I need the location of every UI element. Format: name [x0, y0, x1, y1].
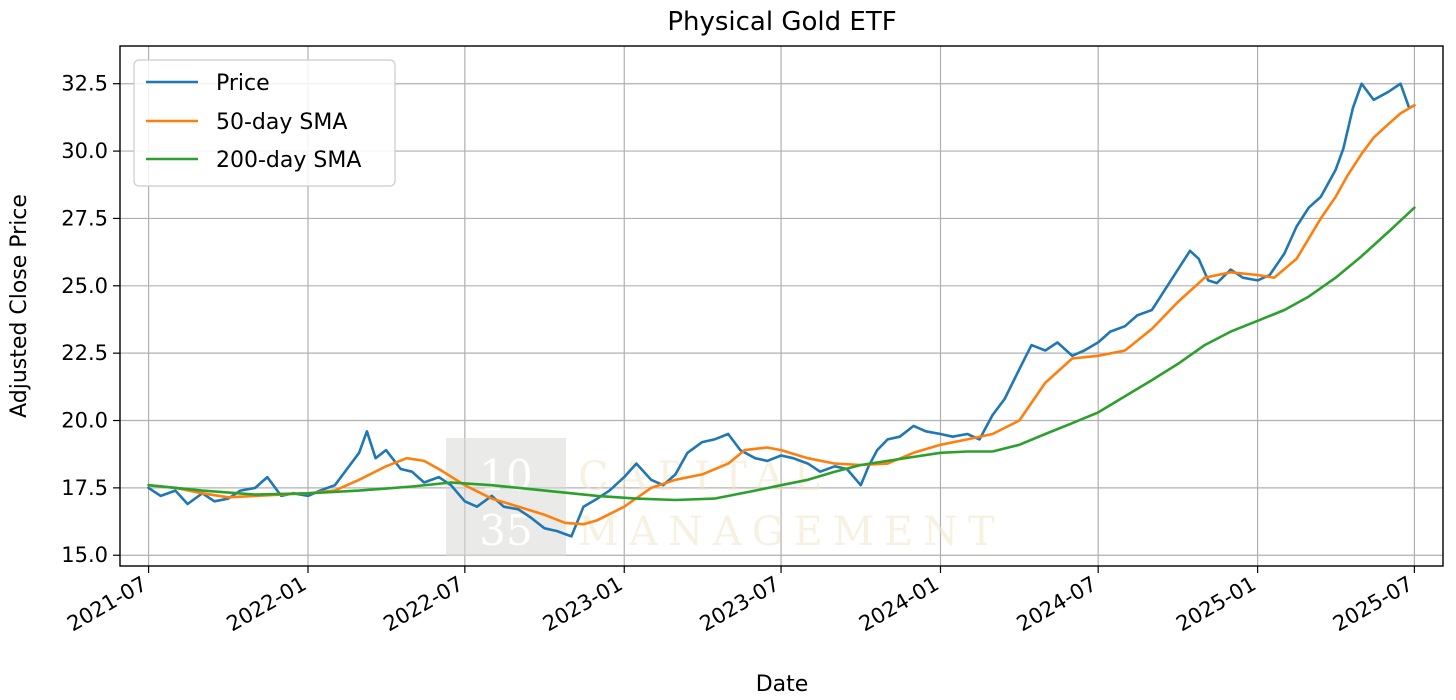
y-tick-label: 17.5 [61, 476, 108, 500]
watermark-logo-top: 10 [479, 451, 532, 500]
legend-label-price: Price [216, 71, 270, 96]
y-tick-label: 22.5 [61, 341, 108, 365]
y-tick-label: 30.0 [61, 139, 108, 163]
y-axis: 15.0 17.5 20.0 22.5 25.0 27.5 30.0 32.5 [61, 72, 120, 567]
series-line-sma50 [147, 104, 1416, 526]
watermark-logo: 10 35 CAPITAL MANAGEMENT [446, 438, 1005, 556]
legend-label-sma200: 200-day SMA [216, 148, 361, 173]
y-tick-label: 20.0 [61, 409, 108, 433]
legend-label-sma50: 50-day SMA [216, 110, 347, 135]
watermark-logo-box [446, 438, 566, 556]
y-tick-label: 15.0 [61, 543, 108, 567]
series-line-price [147, 82, 1416, 538]
watermark-text-top: CAPITAL [578, 454, 830, 500]
watermark-text-bottom: MANAGEMENT [578, 509, 1005, 555]
legend-box [133, 59, 396, 187]
grid [120, 46, 1443, 566]
x-axis-title: Date [756, 672, 809, 697]
y-tick-label: 27.5 [61, 206, 108, 230]
y-tick-label: 25.0 [61, 274, 108, 298]
y-axis-title: Adjusted Close Price [7, 194, 32, 418]
legend: Price 50-day SMA 200-day SMA [133, 59, 396, 187]
series-layer [147, 82, 1416, 538]
chart-title: Physical Gold ETF [667, 7, 896, 37]
series-line-sma200 [147, 206, 1416, 502]
y-tick-label: 32.5 [61, 72, 108, 96]
